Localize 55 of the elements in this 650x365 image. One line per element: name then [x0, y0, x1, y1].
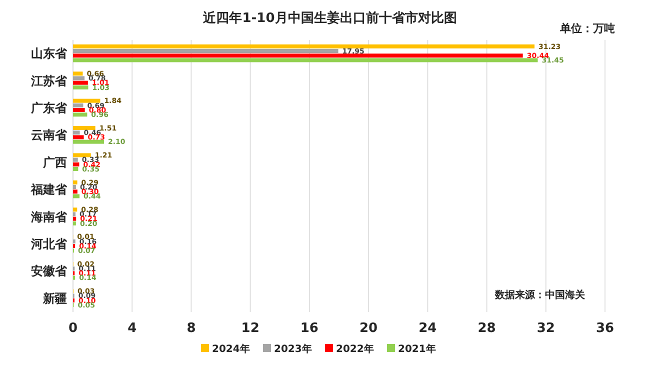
legend-label: 2022年: [336, 343, 374, 355]
bar: [73, 140, 104, 144]
bar: [73, 212, 76, 216]
bar: [73, 54, 523, 58]
y-tick-label: 河北省: [30, 237, 68, 251]
bar: [73, 194, 80, 198]
x-tick-label: 20: [360, 321, 378, 336]
chart-title: 近四年1-10月中国生姜出口前十省市对比图: [202, 10, 457, 26]
bar: [73, 216, 76, 221]
y-tick-label: 广东省: [30, 101, 68, 115]
y-tick-label: 云南省: [31, 128, 68, 142]
x-tick-label: 24: [418, 321, 437, 336]
bar: [73, 158, 78, 162]
y-tick-label: 山东省: [31, 46, 68, 61]
bar: [73, 58, 538, 62]
x-tick-label: 0: [68, 321, 78, 336]
bar: [73, 103, 84, 108]
bar: [73, 44, 535, 48]
bar: [73, 167, 78, 171]
bar: [73, 162, 80, 166]
bar: [73, 135, 84, 140]
legend-label: 2024年: [212, 343, 250, 355]
bar: [73, 108, 85, 112]
y-tick-label: 海南省: [30, 210, 68, 224]
bar: [73, 80, 88, 85]
x-tick-label: 32: [536, 321, 555, 336]
bar: [73, 130, 80, 135]
x-tick-label: 16: [300, 321, 318, 336]
legend-label: 2021年: [398, 343, 436, 355]
y-tick-label: 安徽省: [31, 264, 68, 278]
annotation: 数据来源：中国海关: [494, 289, 586, 301]
bar: [73, 72, 83, 76]
text: 单位：万吨: [559, 22, 615, 35]
bar: [73, 76, 85, 80]
y-tick-label: 福建省: [30, 182, 68, 197]
bar: [73, 49, 338, 53]
bar: [73, 85, 88, 90]
legend-label: 2023年: [274, 343, 312, 355]
bar: [73, 190, 78, 194]
bar: [73, 112, 88, 117]
bar: [73, 126, 96, 130]
bar: [73, 180, 78, 184]
y-tick-label: 新疆: [42, 291, 67, 306]
bar: [73, 185, 76, 189]
x-tick-label: 12: [241, 321, 260, 336]
bar: [73, 153, 91, 158]
bar: [73, 208, 78, 212]
bar: [73, 98, 100, 103]
x-tick-label: 36: [596, 321, 614, 336]
x-tick-label: 4: [128, 321, 137, 336]
y-tick-label: 广西: [42, 155, 67, 170]
y-tick-label: 江苏省: [30, 74, 68, 88]
x-tick-label: 8: [186, 321, 196, 336]
bar: [73, 221, 76, 226]
x-tick-label: 28: [478, 321, 496, 336]
